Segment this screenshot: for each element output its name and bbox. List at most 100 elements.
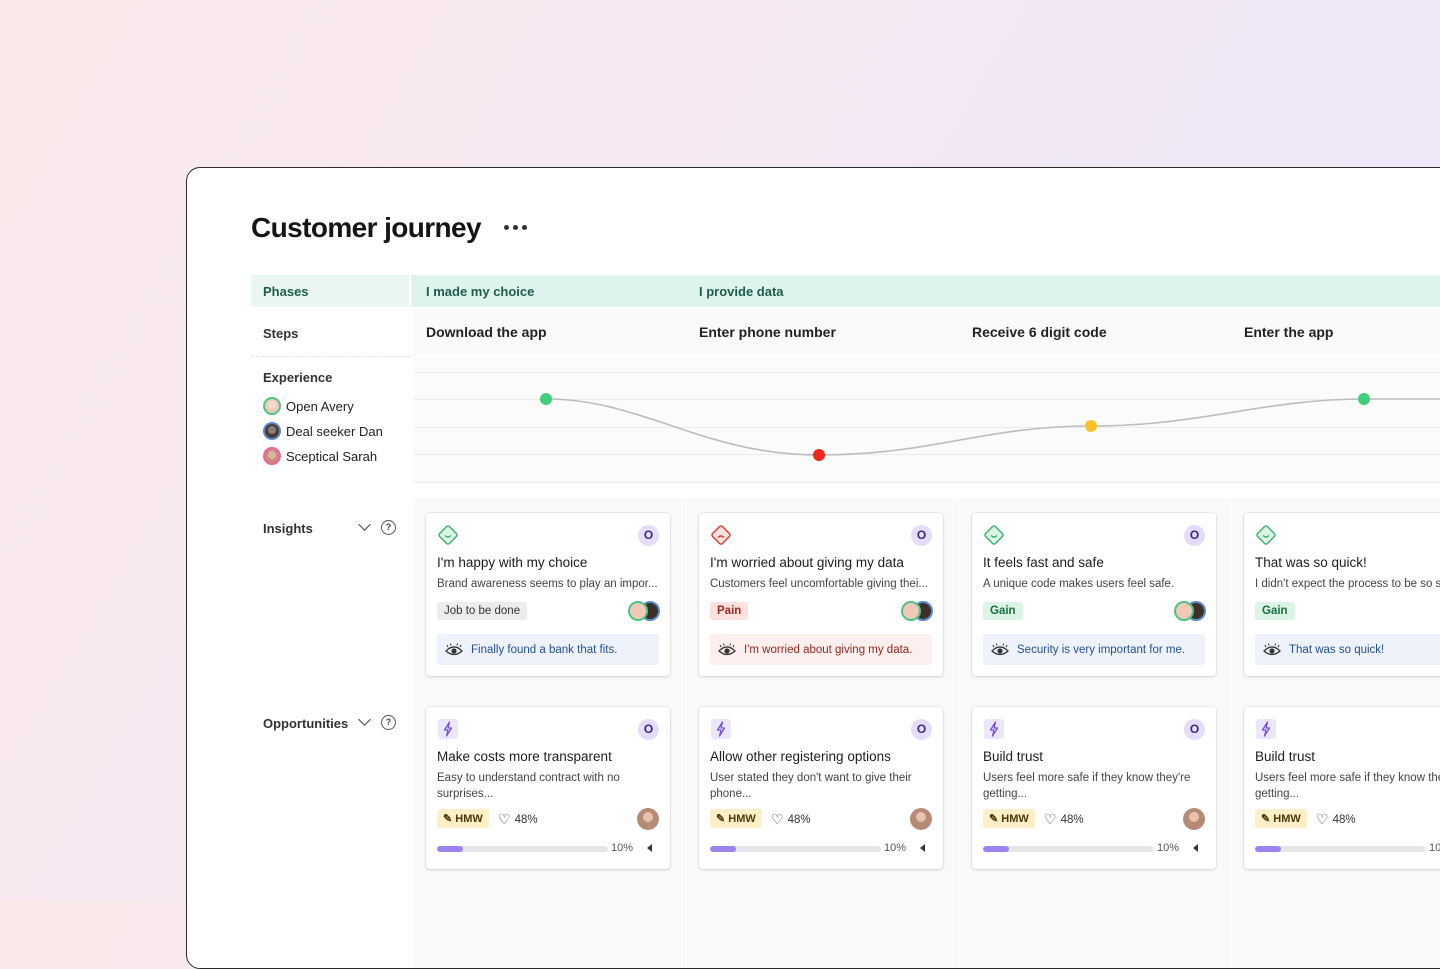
opportunity-card[interactable]: O Allow other registering options User s… [699,707,943,869]
opportunity-title: Build trust [1255,749,1316,764]
insight-card[interactable]: That was so quick! I didn't expect the p… [1244,513,1440,676]
heart-icon: ♡ [498,811,511,827]
progress-bar [710,846,881,852]
hmw-label: HMW [1001,813,1029,825]
experience-point-positive[interactable] [1358,393,1370,405]
hmw-label: HMW [455,813,483,825]
opportunity-card[interactable]: O Make costs more transparent Easy to un… [426,707,670,869]
insight-description: A unique code makes users feel safe. [983,578,1175,590]
avatar [637,808,659,830]
opportunity-title: Allow other registering options [710,749,891,764]
eye-icon [445,642,463,655]
caret-left-icon[interactable] [1193,844,1198,852]
phases-label: Phases [263,284,309,299]
insight-tag[interactable]: Pain [710,602,749,620]
owner-badge: O [911,719,932,740]
owner-badge: O [638,719,659,740]
insight-title: It feels fast and safe [983,555,1104,570]
insight-title: I'm worried about giving my data [710,555,904,570]
insight-tag[interactable]: Job to be done [437,602,528,620]
progress-fill [437,846,463,852]
hmw-tag[interactable]: ✎ HMW [1255,809,1307,828]
phases-row [251,275,1440,307]
progress-fill [1255,846,1281,852]
hmw-tag[interactable]: ✎ HMW [983,809,1035,828]
experience-point-negative[interactable] [813,449,825,461]
hmw-label: HMW [1273,813,1301,825]
opportunity-card[interactable]: O Build trust Users feel more safe if th… [972,707,1216,869]
likes-value: 48% [1060,813,1084,826]
hmw-tag[interactable]: ✎ HMW [437,809,489,828]
persona-sceptical-sarah[interactable]: Sceptical Sarah [263,447,377,465]
quote-text: I'm worried about giving my data. [744,643,913,656]
step-receive-code[interactable]: Receive 6 digit code [972,324,1107,340]
progress-fill [710,846,736,852]
opportunity-card[interactable]: Build trust Users feel more safe if they… [1244,707,1440,869]
opportunities-label: Opportunities [263,716,349,731]
insight-quote[interactable]: Security is very important for me. [983,634,1205,665]
quote-text: Finally found a bank that fits. [471,643,618,656]
help-icon[interactable]: ? [381,520,396,535]
experience-curve [540,393,1440,461]
eye-icon [991,642,1009,655]
chevron-down-icon[interactable] [358,518,371,531]
lightning-icon [438,719,458,739]
hmw-label: HMW [728,813,756,825]
avatar [1183,808,1205,830]
insight-title: That was so quick! [1255,555,1367,570]
caret-left-icon[interactable] [647,844,652,852]
likes-button[interactable]: ♡ 48% [498,811,538,828]
experience-point-positive[interactable] [540,393,552,405]
gridline [413,372,1440,373]
persona-name: Sceptical Sarah [286,448,378,464]
lightning-icon [711,719,731,739]
progress-label: 10 [1429,842,1440,854]
avatar [263,422,281,440]
insight-card[interactable]: O I'm worried about giving my data Custo… [699,513,943,676]
more-options-icon[interactable] [500,221,531,234]
hmw-tag[interactable]: ✎ HMW [710,809,762,828]
persona-name: Open Avery [286,398,354,414]
quote-text: Security is very important for me. [1017,643,1186,656]
caret-left-icon[interactable] [920,844,925,852]
insight-description: I didn't expect the process to be so s [1255,578,1440,590]
persona-open-avery[interactable]: Open Avery [263,397,354,415]
eye-icon [718,642,736,655]
likes-button[interactable]: ♡ 48% [1316,811,1356,828]
step-enter-phone[interactable]: Enter phone number [699,324,836,340]
gridline [413,482,1440,483]
likes-button[interactable]: ♡ 48% [1044,811,1084,828]
progress-fill [983,846,1009,852]
likes-value: 48% [787,813,811,826]
insight-quote[interactable]: I'm worried about giving my data. [710,634,932,665]
owner-badge: O [1184,525,1205,546]
persona-deal-seeker-dan[interactable]: Deal seeker Dan [263,422,383,440]
persona-avatars [628,601,660,623]
progress-label: 10% [1157,842,1180,854]
persona-name: Deal seeker Dan [286,423,383,439]
opportunity-description: Users feel more safe if they know the ge… [1255,772,1440,800]
insight-tag[interactable]: Gain [1255,602,1295,620]
opportunity-description: User stated they don't want to give thei… [710,772,912,800]
experience-area [413,358,1440,483]
likes-button[interactable]: ♡ 48% [771,811,811,828]
heart-icon: ♡ [1044,811,1057,827]
insight-quote[interactable]: That was so quick! [1255,634,1440,665]
insight-title: I'm happy with my choice [437,555,588,570]
likes-value: 48% [514,813,538,826]
phase-1[interactable]: I made my choice [426,284,535,299]
experience-point-neutral[interactable] [1085,420,1097,432]
insight-tag[interactable]: Gain [983,602,1023,620]
insight-card[interactable]: O It feels fast and safe A unique code m… [972,513,1216,676]
gridline [413,427,1440,428]
sad-face-icon [711,525,731,545]
chevron-down-icon[interactable] [358,713,371,726]
phase-2[interactable]: I provide data [699,284,784,299]
insight-card[interactable]: O I'm happy with my choice Brand awarene… [426,513,670,676]
step-download-app[interactable]: Download the app [426,324,547,340]
help-icon[interactable]: ? [381,715,396,730]
phases-label-cell: Phases [251,275,411,307]
step-enter-app[interactable]: Enter the app [1244,324,1334,340]
heart-icon: ♡ [1316,811,1329,827]
insight-quote[interactable]: Finally found a bank that fits. [437,634,659,665]
